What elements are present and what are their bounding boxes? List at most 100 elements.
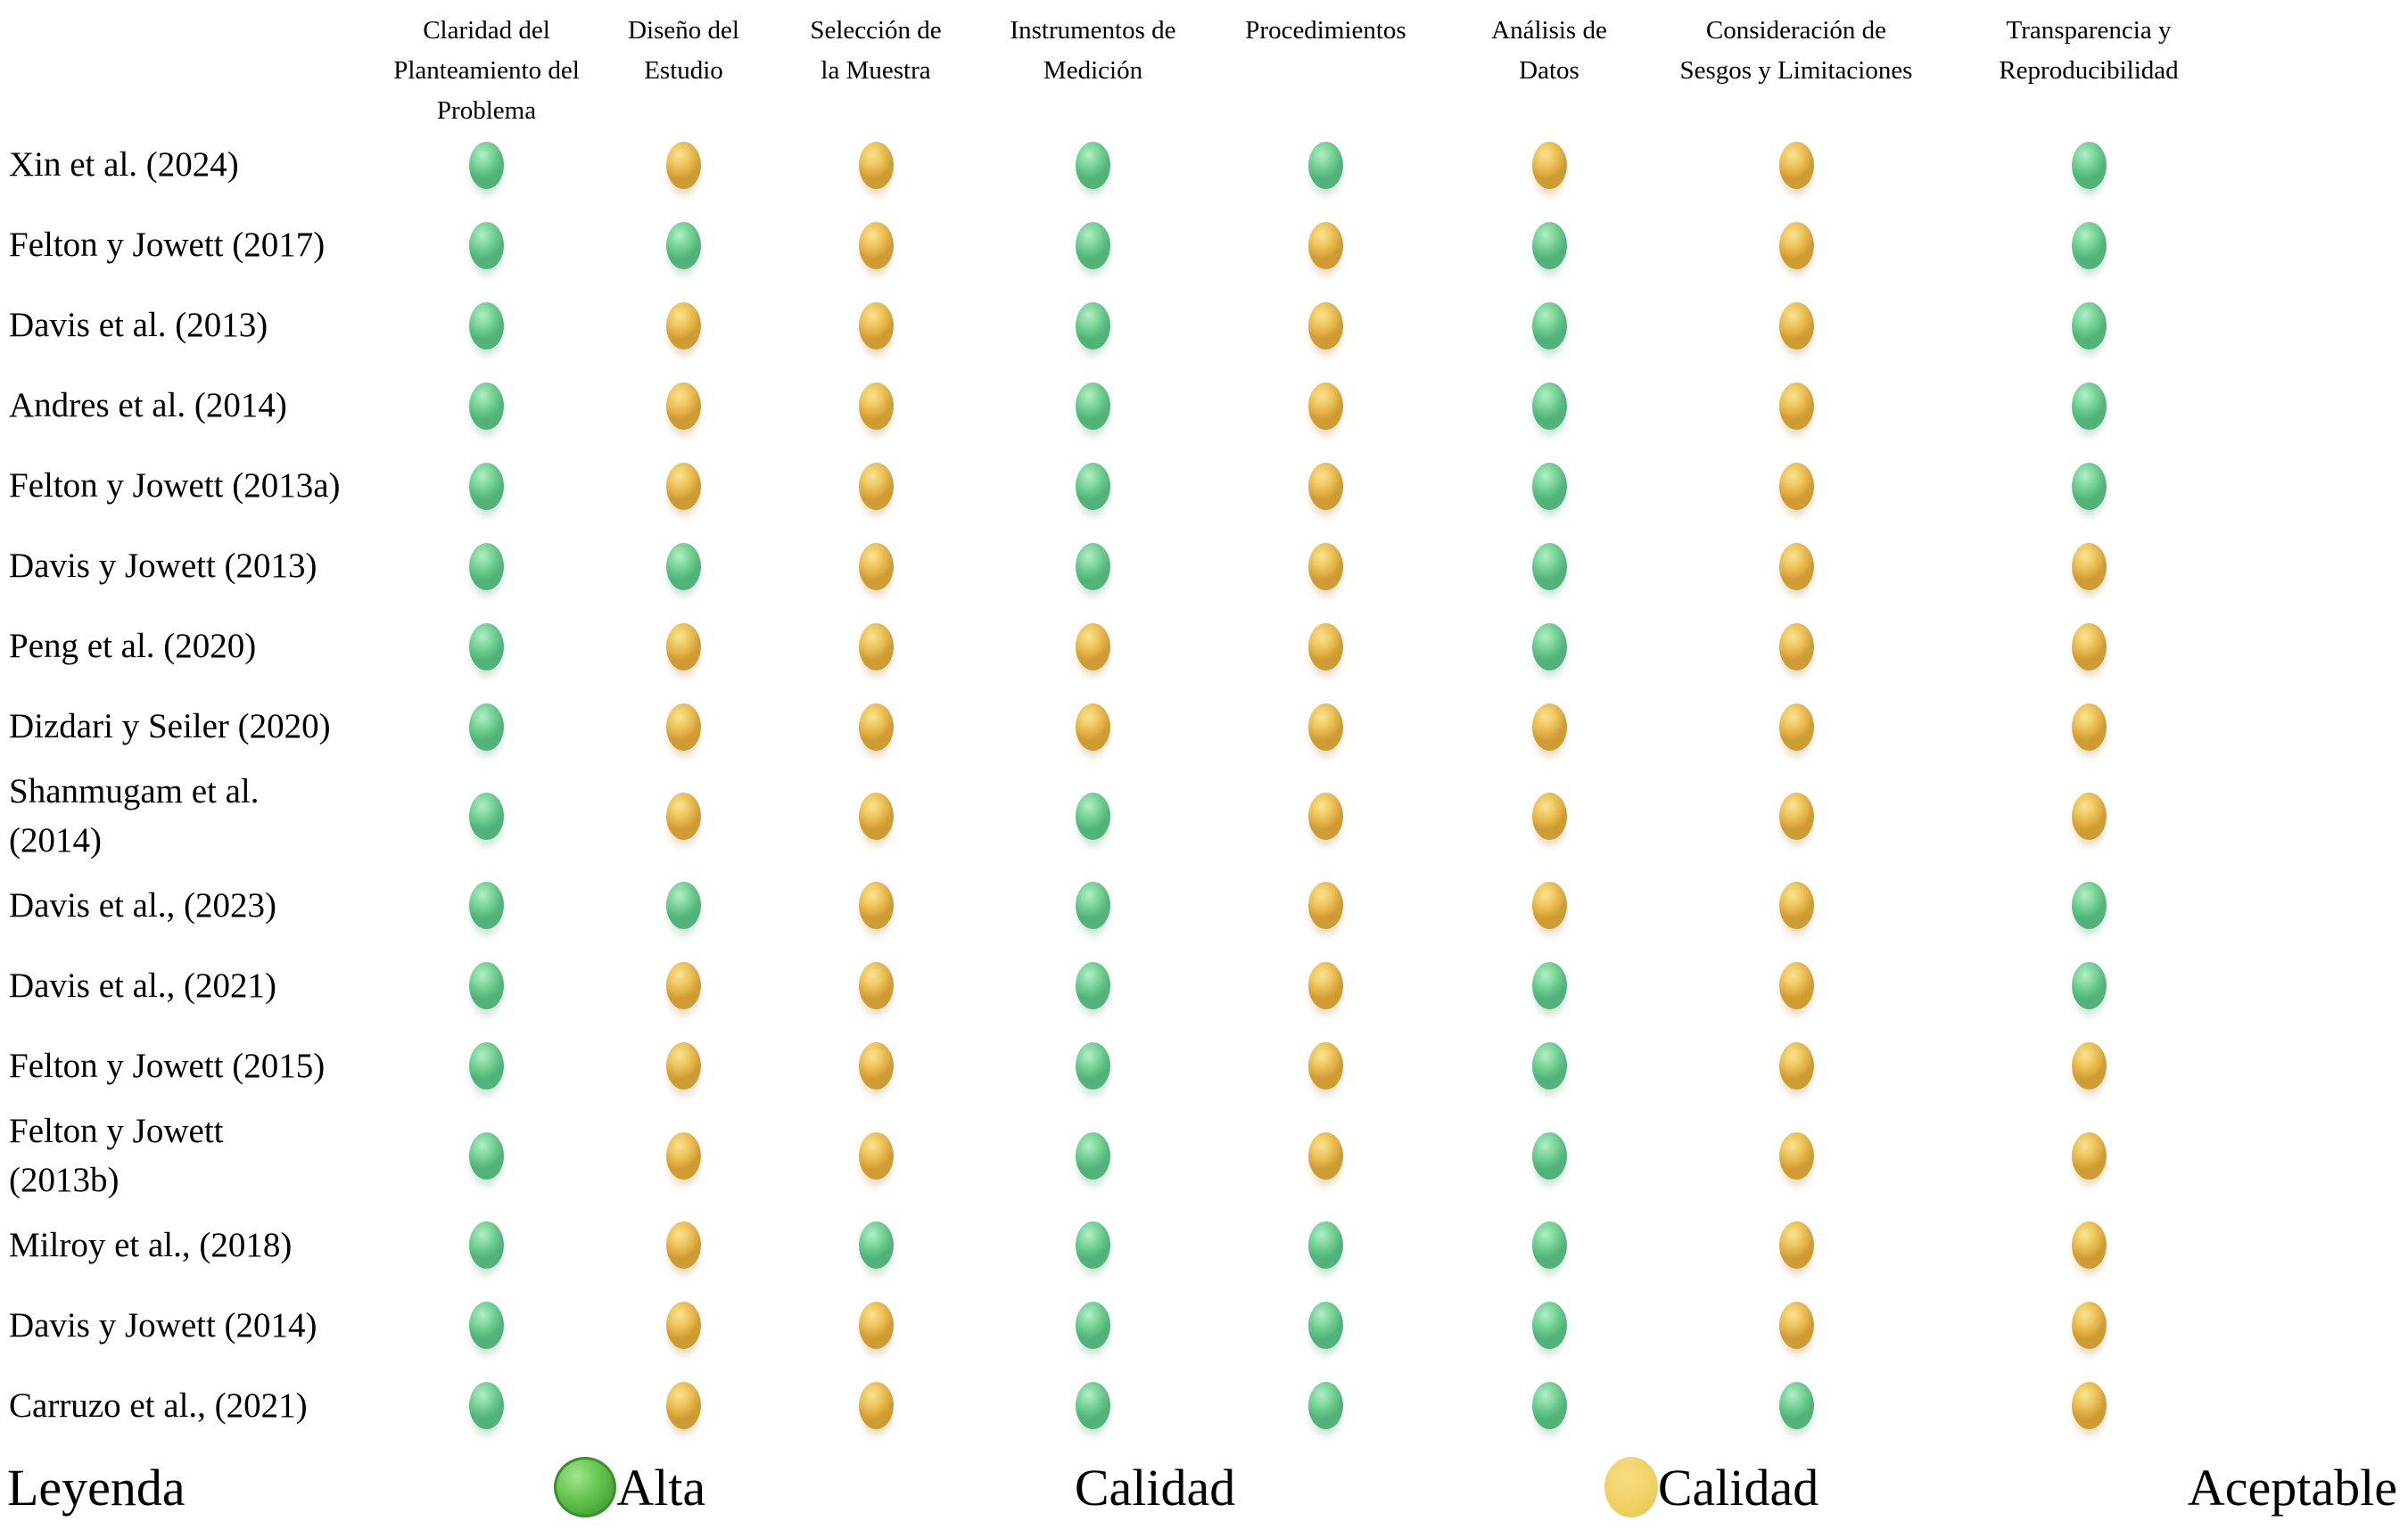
rating-cell xyxy=(1934,446,2244,526)
rating-cell xyxy=(383,866,590,946)
rating-cell xyxy=(1212,205,1439,285)
rating-dot-green xyxy=(1531,301,1567,350)
rating-cell xyxy=(1212,446,1439,526)
rating-cell xyxy=(1439,1106,1659,1205)
rating-dot-green xyxy=(469,962,504,1010)
rating-cell xyxy=(590,285,778,366)
column-header: Consideración de Sesgos y Limitaciones xyxy=(1679,16,1913,85)
rating-dot-green xyxy=(1531,622,1567,670)
rating-cell xyxy=(1439,946,1659,1026)
rating-cell xyxy=(1439,1366,1659,1446)
rating-dot-yellow xyxy=(2071,1042,2107,1090)
study-label: Davis y Jowett (2014) xyxy=(9,1305,317,1345)
rating-cell xyxy=(1934,1026,2244,1106)
legend-label: Calidad xyxy=(1657,1458,1819,1517)
rating-cell xyxy=(1659,866,1934,946)
rating-cell xyxy=(1659,606,1934,687)
rating-cell xyxy=(1212,866,1439,946)
rating-dot-yellow xyxy=(1778,1042,1814,1090)
rating-cell xyxy=(1934,1106,2244,1205)
legend-yellow-dot-icon xyxy=(1604,1457,1658,1518)
rating-cell xyxy=(1212,1106,1439,1205)
rating-cell xyxy=(778,866,974,946)
rating-dot-green xyxy=(1531,1382,1567,1429)
rating-dot-green xyxy=(469,141,504,189)
legend: Leyenda Alta Calidad Calidad Aceptable xyxy=(0,1446,2408,1538)
rating-cell xyxy=(974,1286,1212,1366)
rating-dot-yellow xyxy=(2071,703,2107,751)
rating-cell xyxy=(590,1205,778,1286)
rating-cell xyxy=(383,366,590,446)
rating-dot-green xyxy=(469,882,504,930)
rating-dot-yellow xyxy=(1308,462,1343,510)
rating-dot-green xyxy=(1076,382,1110,430)
rating-dot-green xyxy=(1308,1382,1343,1429)
rating-cell xyxy=(383,1106,590,1205)
rating-dot-green xyxy=(1531,1302,1567,1349)
rating-dot-yellow xyxy=(666,1131,701,1180)
rating-dot-yellow xyxy=(1308,1131,1343,1180)
study-label: Xin et al. (2024) xyxy=(9,145,239,185)
rating-dot-yellow xyxy=(858,703,894,751)
rating-dot-green xyxy=(2071,382,2107,430)
rating-cell xyxy=(778,366,974,446)
rating-cell xyxy=(974,205,1212,285)
rating-dot-yellow xyxy=(1778,1131,1814,1180)
rating-cell xyxy=(590,1026,778,1106)
rating-dot-green xyxy=(469,1302,504,1349)
rating-cell xyxy=(1934,606,2244,687)
rating-dot-yellow xyxy=(666,1042,701,1090)
rating-cell xyxy=(383,205,590,285)
rating-cell xyxy=(1439,1026,1659,1106)
rating-cell xyxy=(1212,946,1439,1026)
rating-dot-yellow xyxy=(666,1302,701,1349)
rating-cell xyxy=(974,446,1212,526)
rating-cell xyxy=(1439,1205,1659,1286)
rating-cell xyxy=(1212,1366,1439,1446)
rating-cell xyxy=(778,687,974,767)
column-header: Selección de la Muestra xyxy=(810,16,942,85)
rating-dot-yellow xyxy=(858,882,894,930)
rating-dot-yellow xyxy=(1778,962,1814,1010)
rating-cell xyxy=(383,687,590,767)
rating-cell xyxy=(778,606,974,687)
rating-cell xyxy=(974,526,1212,606)
rating-cell xyxy=(1659,946,1934,1026)
rating-cell xyxy=(383,946,590,1026)
rating-dot-green xyxy=(1531,1042,1567,1090)
rating-dot-green xyxy=(1531,542,1567,590)
rating-cell xyxy=(590,767,778,866)
rating-cell xyxy=(1659,687,1934,767)
rating-dot-green xyxy=(469,1131,504,1180)
rating-dot-green xyxy=(469,1382,504,1429)
rating-cell xyxy=(778,205,974,285)
rating-dot-yellow xyxy=(1778,382,1814,430)
rating-dot-yellow xyxy=(1076,622,1110,670)
rating-dot-yellow xyxy=(1531,792,1567,840)
rating-dot-yellow xyxy=(1076,703,1110,751)
rating-cell xyxy=(1659,1205,1934,1286)
rating-cell xyxy=(974,1026,1212,1106)
rating-dot-yellow xyxy=(858,962,894,1010)
study-label: Andres et al. (2014) xyxy=(9,386,287,425)
rating-dot-green xyxy=(469,1042,504,1090)
rating-dot-green xyxy=(1531,382,1567,430)
rating-cell xyxy=(1934,687,2244,767)
rating-dot-yellow xyxy=(1308,792,1343,840)
rating-dot-yellow xyxy=(2071,622,2107,670)
rating-dot-yellow xyxy=(858,1042,894,1090)
rating-cell xyxy=(383,125,590,205)
rating-dot-yellow xyxy=(858,1302,894,1349)
rating-dot-green xyxy=(1076,792,1110,840)
legend-entry: Calidad xyxy=(1075,1458,1235,1517)
rating-cell xyxy=(383,526,590,606)
rating-cell xyxy=(590,125,778,205)
rating-cell xyxy=(1659,1026,1934,1106)
rating-dot-yellow xyxy=(2071,542,2107,590)
rating-dot-yellow xyxy=(1778,301,1814,350)
rating-dot-yellow xyxy=(858,1382,894,1429)
rating-dot-yellow xyxy=(858,462,894,510)
rating-dot-green xyxy=(2071,962,2107,1010)
rating-cell xyxy=(1212,366,1439,446)
rating-cell xyxy=(1934,866,2244,946)
